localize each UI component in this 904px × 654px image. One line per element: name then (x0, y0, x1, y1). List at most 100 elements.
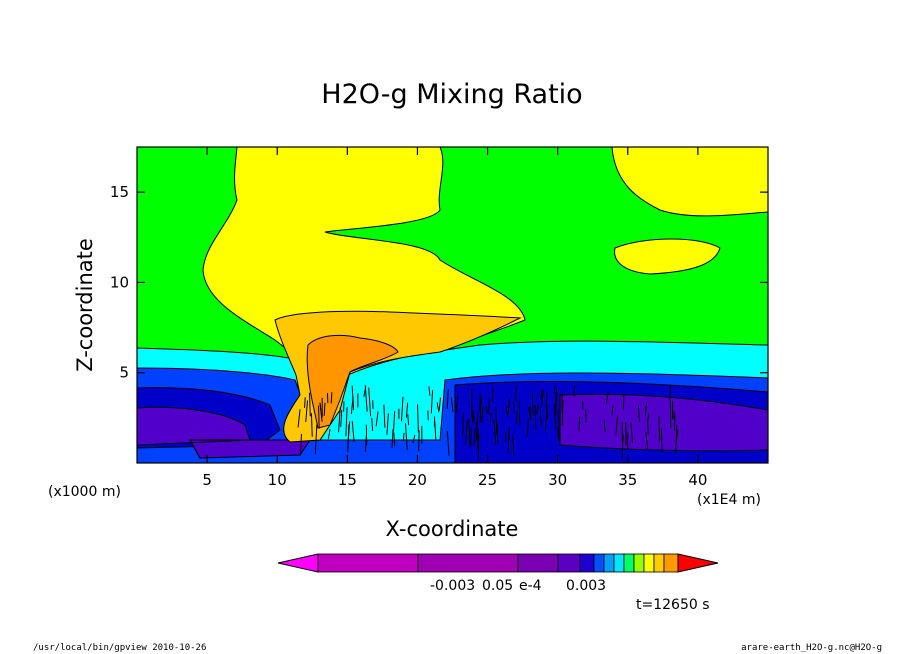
noise-line (323, 402, 326, 416)
x-tick-label: 20 (408, 471, 427, 489)
chart-title: H2O-g Mixing Ratio (321, 79, 582, 110)
noise-line (561, 399, 564, 426)
noise-line (338, 407, 341, 433)
noise-line (299, 433, 302, 456)
noise-line (658, 415, 661, 442)
noise-line (393, 411, 396, 432)
footer-right: arare-earth_H2O-g.nc@H2O-g (741, 643, 882, 653)
noise-line (405, 402, 409, 418)
noise-line (314, 424, 318, 455)
noise-line (402, 432, 405, 442)
noise-line (615, 415, 619, 436)
noise-line (645, 432, 649, 449)
noise-line (512, 434, 515, 457)
noise-line (436, 402, 440, 413)
noise-line (669, 385, 671, 401)
noise-line (383, 404, 386, 428)
noise-line (393, 432, 396, 446)
noise-line (434, 420, 437, 441)
y-axis-label: Z-coordinate (73, 238, 97, 372)
noise-line (351, 421, 355, 443)
noise-line (611, 405, 614, 416)
noise-line (472, 412, 475, 421)
noise-line (534, 405, 537, 430)
x-tick-label: 10 (268, 471, 287, 489)
noise-line (455, 396, 459, 413)
noise-line (310, 413, 313, 437)
noise-line (481, 406, 484, 424)
noise-line (518, 399, 521, 426)
x-tick-label: 5 (202, 471, 212, 489)
noise-line (669, 400, 672, 428)
noise-line (319, 402, 323, 419)
noise-line (468, 418, 471, 448)
colorbar-segment (663, 553, 679, 573)
colorbar-segment (557, 553, 581, 573)
noise-line (327, 428, 331, 439)
x-tick-label: 40 (688, 471, 707, 489)
noise-line (446, 431, 450, 456)
noise-line (644, 402, 647, 416)
noise-line (673, 415, 676, 431)
noise-line (465, 420, 468, 445)
colorbar-segment (579, 553, 595, 573)
noise-line (540, 389, 543, 400)
noise-line (473, 428, 476, 446)
noise-line (404, 423, 408, 451)
noise-line (430, 390, 434, 414)
noise-line (603, 419, 606, 433)
noise-line (479, 392, 481, 412)
noise-line (375, 411, 379, 427)
noise-line (585, 409, 587, 423)
noise-line (646, 418, 649, 435)
colorbar (277, 553, 719, 573)
noise-line (515, 386, 517, 402)
colorbar-arrow-left (277, 553, 319, 573)
noise-line (578, 416, 581, 431)
colorbar-label-min: -0.003 (430, 578, 475, 594)
noise-line (555, 392, 558, 416)
colorbar-segment (603, 553, 615, 573)
x-tick-label: 35 (618, 471, 637, 489)
plot-area (137, 147, 768, 463)
colorbar-label-exp: e-4 (519, 578, 542, 594)
noise-line (446, 389, 449, 409)
surface-noise (297, 385, 679, 461)
y-axis: 5 10 15 (110, 183, 768, 382)
noise-line (417, 404, 419, 433)
noise-line (504, 432, 507, 443)
noise-line (347, 421, 351, 449)
noise-line (351, 385, 355, 411)
noise-line (675, 429, 679, 443)
x-tick-label: 30 (548, 471, 567, 489)
noise-line (637, 405, 640, 423)
region-orange-core (306, 334, 399, 429)
x-tick-label: 25 (478, 471, 497, 489)
colorbar-segment (593, 553, 605, 573)
noise-line (412, 434, 416, 444)
region-yellow-patch-right (611, 147, 768, 217)
y-tick-label: 10 (110, 273, 129, 291)
colorbar-segment (517, 553, 559, 573)
noise-line (309, 392, 311, 417)
noise-line (475, 412, 479, 441)
colorbar-segment (643, 553, 655, 573)
x-tick-label: 15 (338, 471, 357, 489)
noise-line (364, 385, 368, 412)
plot-frame (136, 146, 769, 464)
noise-line (539, 406, 542, 425)
noise-line (485, 405, 488, 414)
noise-line (407, 414, 410, 426)
x-unit-right: (x1E4 m) (697, 492, 761, 508)
noise-line (621, 434, 624, 459)
noise-line (305, 400, 309, 423)
noise-line (527, 406, 531, 418)
noise-line (496, 422, 499, 444)
noise-line (304, 397, 306, 408)
colorbar-arrow-right (677, 553, 719, 573)
noise-line (605, 391, 609, 404)
noise-line (450, 397, 454, 413)
noise-line (340, 409, 343, 428)
noise-line (368, 387, 372, 417)
